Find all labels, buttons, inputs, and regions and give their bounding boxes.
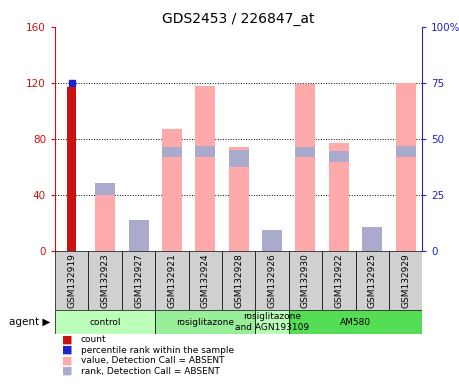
FancyBboxPatch shape [55,310,155,334]
Text: agent ▶: agent ▶ [9,317,50,327]
Bar [296,147,315,157]
FancyBboxPatch shape [356,250,389,310]
Text: rank, Detection Call = ABSENT: rank, Detection Call = ABSENT [81,367,220,376]
Title: GDS2453 / 226847_at: GDS2453 / 226847_at [162,12,315,26]
Text: rosiglitazone
and AGN193109: rosiglitazone and AGN193109 [235,313,309,332]
FancyBboxPatch shape [155,250,189,310]
Text: GSM132928: GSM132928 [234,253,243,308]
Text: percentile rank within the sample: percentile rank within the sample [81,346,234,354]
Text: GSM132926: GSM132926 [268,253,277,308]
Text: GSM132919: GSM132919 [67,253,76,308]
Bar [162,129,182,250]
Text: control: control [90,318,121,327]
FancyBboxPatch shape [322,250,356,310]
FancyBboxPatch shape [289,310,422,334]
FancyBboxPatch shape [289,250,322,310]
Text: value, Detection Call = ABSENT: value, Detection Call = ABSENT [81,356,224,365]
Text: GSM132929: GSM132929 [401,253,410,308]
Bar [296,84,315,250]
Bar [95,184,115,250]
Text: ■: ■ [62,334,73,344]
FancyBboxPatch shape [222,250,255,310]
Text: GSM132924: GSM132924 [201,253,210,308]
FancyBboxPatch shape [189,250,222,310]
Bar [329,143,349,250]
Bar [362,227,382,250]
Text: rosiglitazone: rosiglitazone [176,318,234,327]
Text: GSM132925: GSM132925 [368,253,377,308]
FancyBboxPatch shape [155,310,255,334]
Bar [195,86,215,250]
Text: GSM132927: GSM132927 [134,253,143,308]
Bar [129,243,149,250]
Bar [262,230,282,250]
FancyBboxPatch shape [122,250,155,310]
Bar [229,147,249,250]
Bar [396,83,415,250]
Text: ■: ■ [62,356,73,366]
Text: GSM132930: GSM132930 [301,253,310,308]
Bar [262,237,282,250]
Text: GSM132921: GSM132921 [168,253,176,308]
Text: ■: ■ [62,366,73,376]
Bar [362,239,382,250]
Text: ■: ■ [62,345,73,355]
FancyBboxPatch shape [89,250,122,310]
FancyBboxPatch shape [389,250,422,310]
Text: count: count [81,335,106,344]
Bar [396,146,415,157]
Bar [162,147,182,157]
Text: GSM132923: GSM132923 [101,253,110,308]
FancyBboxPatch shape [255,250,289,310]
Text: GSM132922: GSM132922 [334,253,343,308]
Text: AM580: AM580 [340,318,371,327]
Bar [229,150,249,167]
Bar [195,146,215,157]
Bar [129,220,149,250]
FancyBboxPatch shape [55,250,89,310]
Bar [95,184,115,195]
Bar [329,151,349,162]
Bar [67,87,76,250]
FancyBboxPatch shape [255,310,289,334]
